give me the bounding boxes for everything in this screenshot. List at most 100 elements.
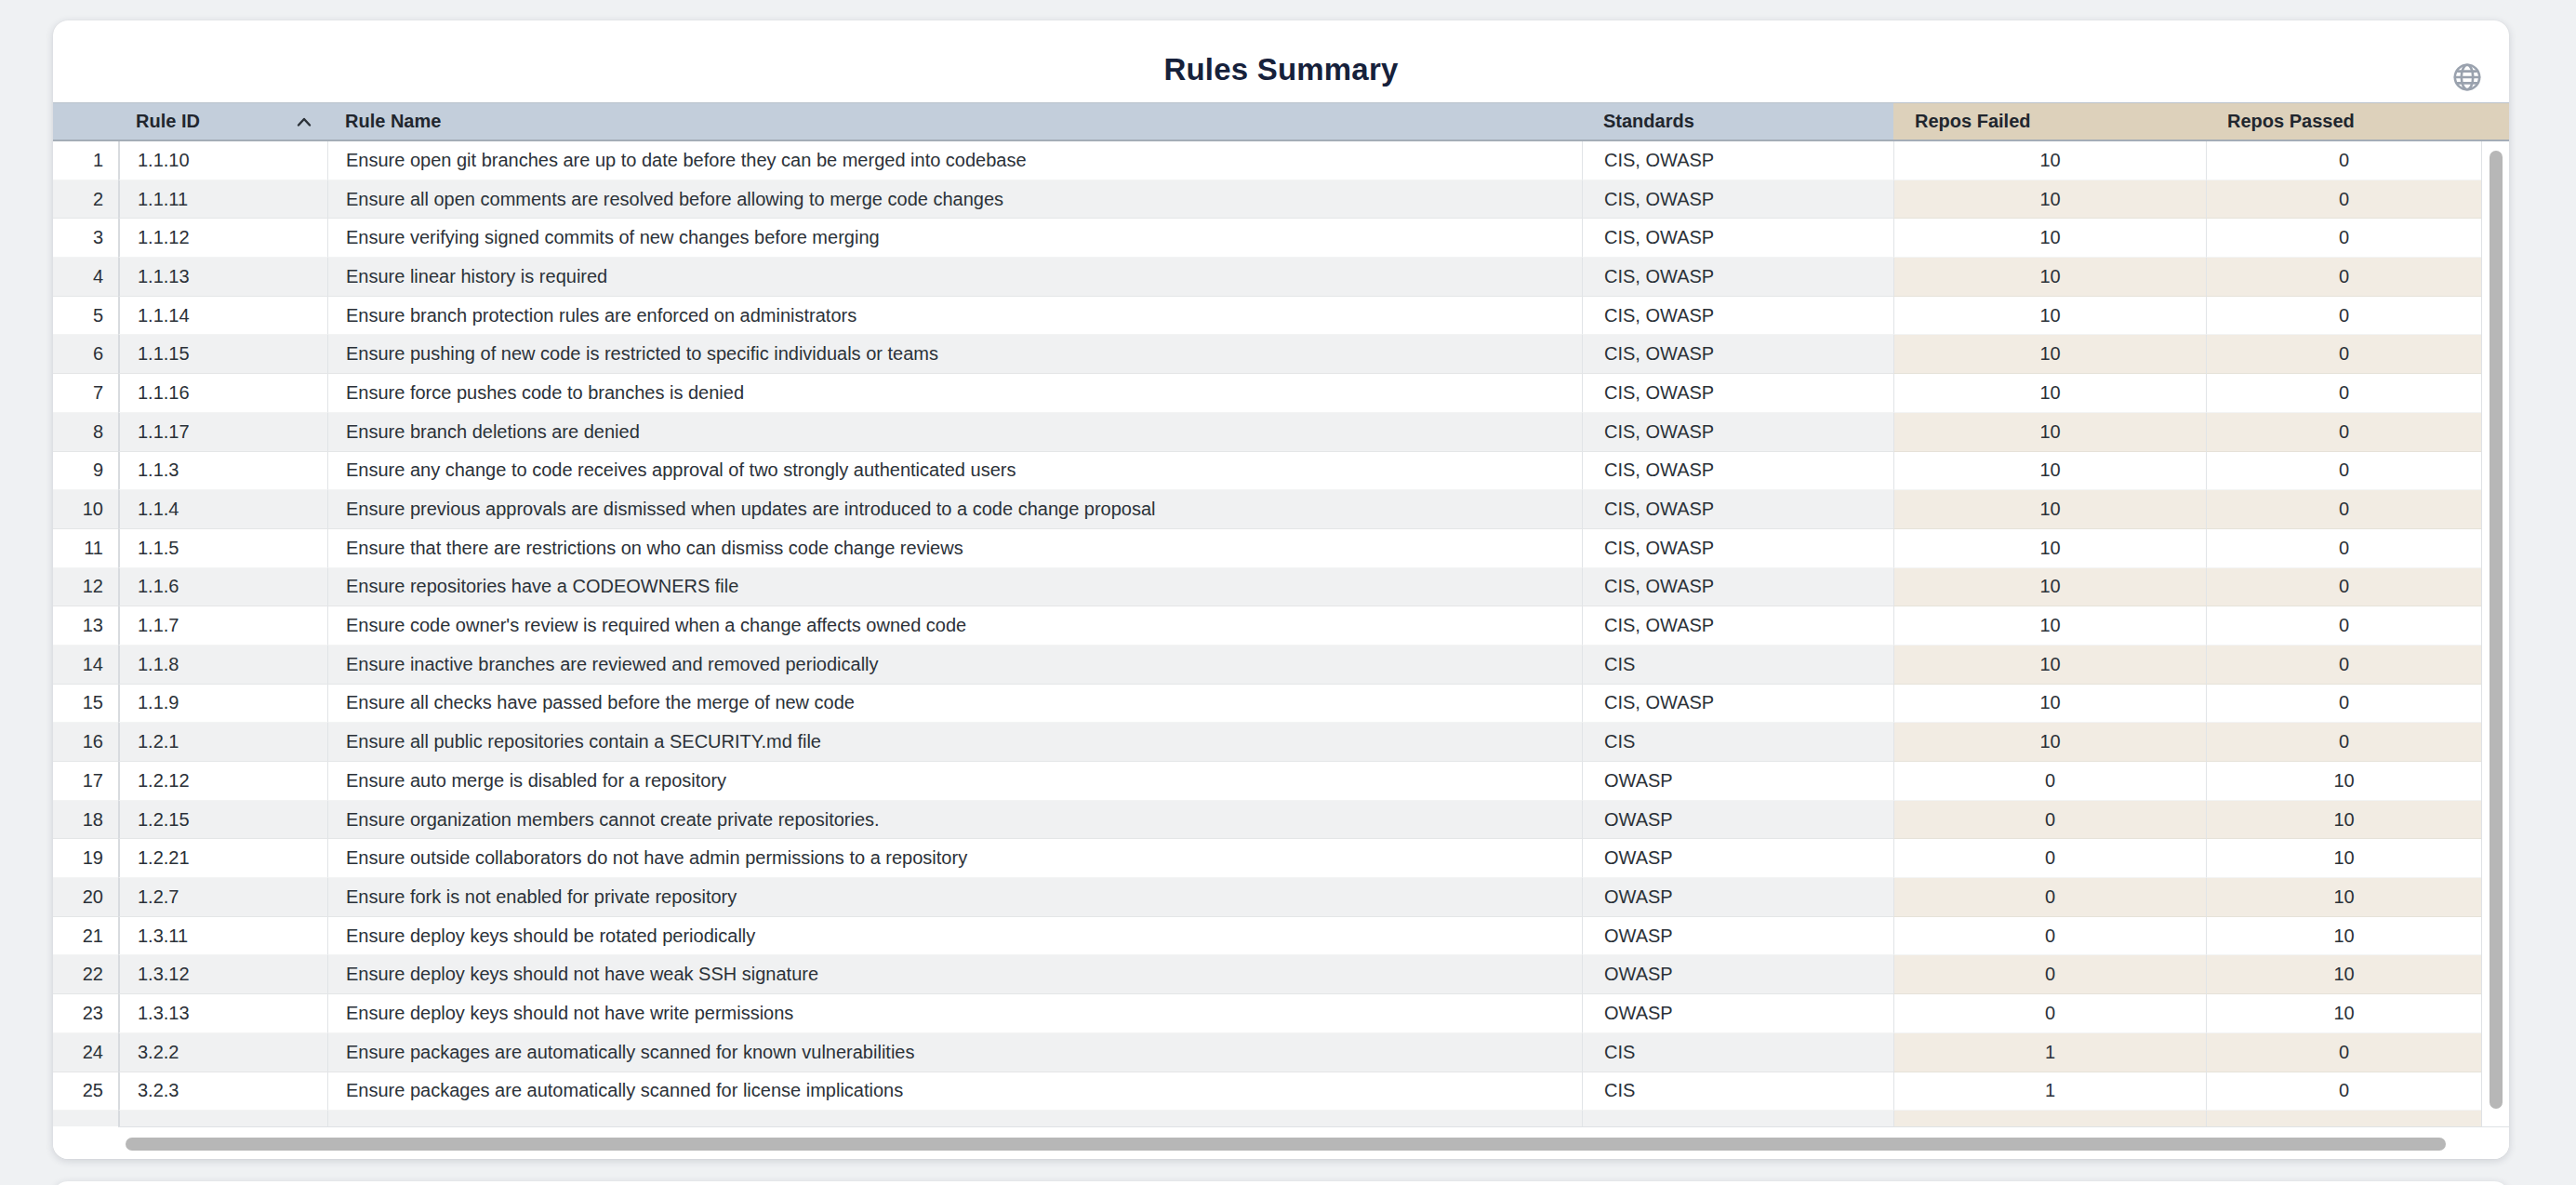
cell-standards: CIS, OWASP bbox=[1582, 413, 1893, 452]
table-row[interactable]: 201.2.7Ensure fork is not enabled for pr… bbox=[53, 878, 2481, 917]
vertical-scrollbar-thumb[interactable] bbox=[2490, 151, 2503, 1109]
cell-repos-failed: 0 bbox=[1893, 917, 2206, 956]
cell-row-number: 4 bbox=[53, 258, 118, 297]
table-row[interactable]: 131.1.7Ensure code owner's review is req… bbox=[53, 606, 2481, 646]
cell-standards: CIS, OWASP bbox=[1582, 335, 1893, 374]
cell-rule-id: 1.1.17 bbox=[118, 413, 327, 452]
table-row[interactable]: 91.1.3Ensure any change to code receives… bbox=[53, 452, 2481, 491]
cell-rule-id: 1.1.6 bbox=[118, 568, 327, 607]
cell-rule-name: Ensure inactive branches are reviewed an… bbox=[327, 646, 1582, 685]
table-row[interactable]: 71.1.16Ensure force pushes code to branc… bbox=[53, 374, 2481, 413]
cell-rule-name: Ensure packages are automatically scanne… bbox=[327, 1033, 1582, 1072]
cell-repos-passed: 10 bbox=[2206, 994, 2481, 1033]
cell-row-number: 19 bbox=[53, 839, 118, 878]
cell-rule-name: Ensure fork is not enabled for private r… bbox=[327, 878, 1582, 917]
cell-repos-failed bbox=[1893, 1111, 2206, 1126]
table-row[interactable]: 81.1.17Ensure branch deletions are denie… bbox=[53, 413, 2481, 452]
cell-rule-id: 1.1.5 bbox=[118, 529, 327, 568]
cell-repos-passed: 10 bbox=[2206, 839, 2481, 878]
cell-row-number: 6 bbox=[53, 335, 118, 374]
cell-row-number: 1 bbox=[53, 141, 118, 180]
column-header-standards[interactable]: Standards bbox=[1582, 103, 1893, 140]
cell-rule-id: 1.3.13 bbox=[118, 994, 327, 1033]
table-row[interactable]: 41.1.13Ensure linear history is required… bbox=[53, 258, 2481, 297]
table-row[interactable]: 21.1.11Ensure all open comments are reso… bbox=[53, 180, 2481, 220]
column-header-repos-passed[interactable]: Repos Passed bbox=[2206, 103, 2509, 140]
table-row[interactable]: 191.2.21Ensure outside collaborators do … bbox=[53, 839, 2481, 878]
table-row[interactable]: 253.2.3Ensure packages are automatically… bbox=[53, 1072, 2481, 1112]
table-row[interactable]: 151.1.9Ensure all checks have passed bef… bbox=[53, 685, 2481, 724]
cell-rule-name: Ensure branch protection rules are enfor… bbox=[327, 297, 1582, 336]
cell-rule-name: Ensure all checks have passed before the… bbox=[327, 685, 1582, 724]
horizontal-scrollbar-thumb[interactable] bbox=[126, 1138, 2446, 1151]
cell-repos-passed: 0 bbox=[2206, 258, 2481, 297]
column-header-rule-name[interactable]: Rule Name bbox=[327, 103, 1582, 140]
table-row[interactable]: 161.2.1Ensure all public repositories co… bbox=[53, 723, 2481, 762]
cell-repos-passed: 0 bbox=[2206, 452, 2481, 491]
cell-rule-id: 1.1.14 bbox=[118, 297, 327, 336]
cell-standards: OWASP bbox=[1582, 878, 1893, 917]
cell-standards: CIS, OWASP bbox=[1582, 529, 1893, 568]
cell-repos-failed: 10 bbox=[1893, 490, 2206, 529]
cell-repos-passed: 0 bbox=[2206, 297, 2481, 336]
cell-repos-failed: 0 bbox=[1893, 839, 2206, 878]
cell-rule-name: Ensure pushing of new code is restricted… bbox=[327, 335, 1582, 374]
cell-repos-passed: 0 bbox=[2206, 141, 2481, 180]
column-header-repos-failed[interactable]: Repos Failed bbox=[1893, 103, 2206, 140]
cell-rule-name: Ensure all public repositories contain a… bbox=[327, 723, 1582, 762]
cell-rule-name bbox=[327, 1111, 1582, 1126]
cell-row-number: 13 bbox=[53, 606, 118, 646]
cell-row-number: 10 bbox=[53, 490, 118, 529]
table-row[interactable]: 171.2.12Ensure auto merge is disabled fo… bbox=[53, 762, 2481, 801]
cell-row-number: 23 bbox=[53, 994, 118, 1033]
cell-repos-passed: 10 bbox=[2206, 917, 2481, 956]
cell-row-number: 18 bbox=[53, 801, 118, 840]
sort-ascending-icon[interactable] bbox=[294, 115, 314, 128]
cell-standards: OWASP bbox=[1582, 994, 1893, 1033]
cell-standards: CIS, OWASP bbox=[1582, 685, 1893, 724]
table-row[interactable]: 101.1.4Ensure previous approvals are dis… bbox=[53, 490, 2481, 529]
horizontal-scrollbar-track[interactable] bbox=[53, 1126, 2509, 1159]
cell-rule-name: Ensure repositories have a CODEOWNERS fi… bbox=[327, 568, 1582, 607]
table-row[interactable]: 211.3.11Ensure deploy keys should be rot… bbox=[53, 917, 2481, 956]
table-row[interactable]: 243.2.2Ensure packages are automatically… bbox=[53, 1033, 2481, 1072]
table-row[interactable]: 141.1.8Ensure inactive branches are revi… bbox=[53, 646, 2481, 685]
cell-rule-id bbox=[118, 1111, 327, 1126]
cell-repos-passed: 10 bbox=[2206, 955, 2481, 994]
cell-standards: OWASP bbox=[1582, 917, 1893, 956]
cell-rule-name: Ensure deploy keys should be rotated per… bbox=[327, 917, 1582, 956]
table-row[interactable]: 111.1.5Ensure that there are restriction… bbox=[53, 529, 2481, 568]
next-card-edge bbox=[53, 1181, 2509, 1185]
table-row-partial bbox=[53, 1111, 2481, 1126]
cell-rule-id: 1.2.21 bbox=[118, 839, 327, 878]
cell-rule-name: Ensure organization members cannot creat… bbox=[327, 801, 1582, 840]
cell-rule-name: Ensure auto merge is disabled for a repo… bbox=[327, 762, 1582, 801]
globe-icon[interactable] bbox=[2451, 61, 2483, 93]
cell-standards: CIS, OWASP bbox=[1582, 452, 1893, 491]
cell-repos-failed: 10 bbox=[1893, 568, 2206, 607]
cell-repos-failed: 0 bbox=[1893, 762, 2206, 801]
table-row[interactable]: 221.3.12Ensure deploy keys should not ha… bbox=[53, 955, 2481, 994]
column-header-rule-id[interactable]: Rule ID bbox=[118, 103, 327, 140]
cell-row-number: 11 bbox=[53, 529, 118, 568]
cell-repos-passed: 0 bbox=[2206, 646, 2481, 685]
table-row[interactable]: 231.3.13Ensure deploy keys should not ha… bbox=[53, 994, 2481, 1033]
cell-repos-failed: 10 bbox=[1893, 297, 2206, 336]
table-row[interactable]: 11.1.10Ensure open git branches are up t… bbox=[53, 141, 2481, 180]
cell-rule-id: 1.1.4 bbox=[118, 490, 327, 529]
cell-repos-failed: 10 bbox=[1893, 606, 2206, 646]
cell-row-number: 21 bbox=[53, 917, 118, 956]
table-row[interactable]: 121.1.6Ensure repositories have a CODEOW… bbox=[53, 568, 2481, 607]
table-row[interactable]: 61.1.15Ensure pushing of new code is res… bbox=[53, 335, 2481, 374]
table-row[interactable]: 181.2.15Ensure organization members cann… bbox=[53, 801, 2481, 840]
cell-row-number: 2 bbox=[53, 180, 118, 220]
cell-standards: CIS, OWASP bbox=[1582, 180, 1893, 220]
cell-rule-name: Ensure deploy keys should not have write… bbox=[327, 994, 1582, 1033]
table-row[interactable]: 31.1.12Ensure verifying signed commits o… bbox=[53, 219, 2481, 258]
table-header-row: Rule ID Rule Name Standards Repos Failed… bbox=[53, 102, 2509, 141]
cell-repos-passed: 0 bbox=[2206, 568, 2481, 607]
cell-rule-name: Ensure branch deletions are denied bbox=[327, 413, 1582, 452]
cell-rule-name: Ensure that there are restrictions on wh… bbox=[327, 529, 1582, 568]
table-row[interactable]: 51.1.14Ensure branch protection rules ar… bbox=[53, 297, 2481, 336]
vertical-scrollbar-track[interactable] bbox=[2481, 141, 2509, 1126]
